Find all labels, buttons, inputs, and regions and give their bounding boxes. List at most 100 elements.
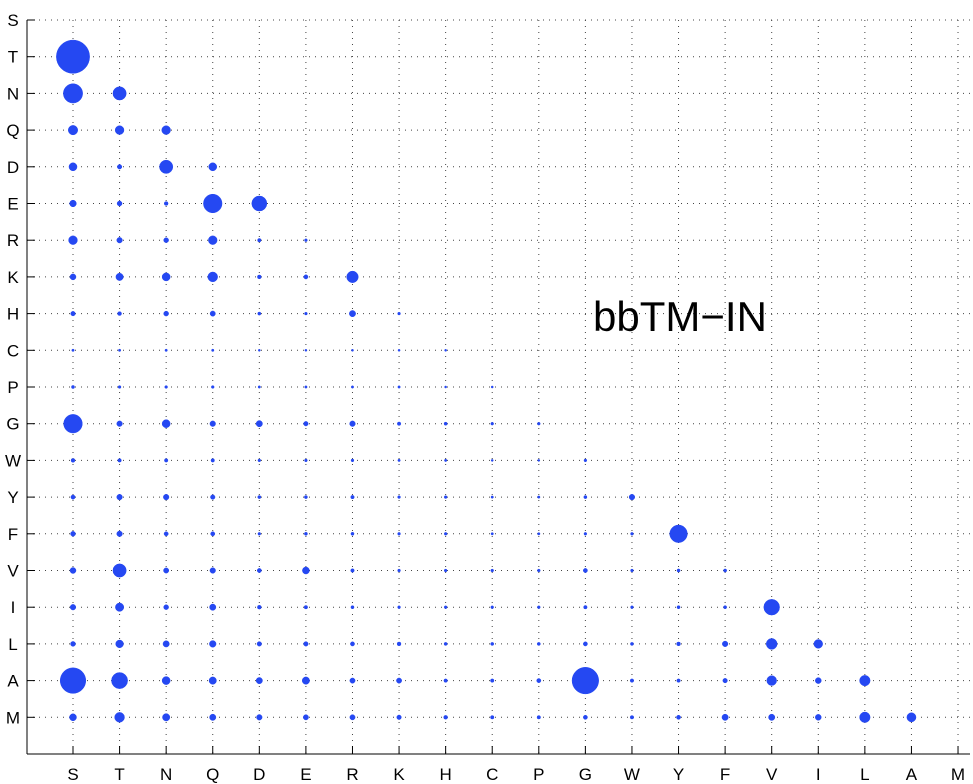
bubble-p-y [537, 495, 541, 499]
bubble-v-a [766, 675, 777, 686]
bubble-n-f [163, 531, 169, 537]
bubble-t-m [114, 712, 125, 723]
bubble-h-a [443, 678, 448, 683]
bubble-n-v [163, 567, 170, 574]
x-tick-label-f: F [720, 765, 730, 784]
bubble-t-p [117, 385, 122, 389]
bubble-g-y [583, 495, 588, 499]
x-tick-label-a: A [906, 765, 918, 784]
bubble-n-k [161, 272, 171, 282]
bubble-n-y [163, 494, 170, 501]
bubble-y-a [676, 678, 681, 683]
y-tick-label-e: E [7, 195, 18, 214]
bubble-d-m [256, 714, 263, 721]
bubble-n-g [161, 419, 171, 428]
y-tick-label-v: V [7, 562, 19, 581]
bubble-e-a [301, 676, 310, 685]
bubble-n-a [161, 676, 171, 685]
bubble-d-w [257, 458, 261, 463]
bubble-n-q [161, 125, 171, 135]
bubble-n-e [163, 201, 169, 206]
bubble-s-m [69, 713, 77, 722]
bubble-d-c [258, 349, 261, 352]
bubble-q-r [208, 235, 218, 245]
bubble-k-a [396, 677, 402, 684]
x-tick-label-y: Y [673, 765, 684, 784]
bubble-n-m [162, 713, 171, 722]
bubble-k-w [397, 458, 401, 462]
bubble-s-g [63, 414, 83, 434]
bubble-s-i [69, 604, 77, 611]
bubble-p-i [537, 605, 541, 609]
bubble-k-p [397, 385, 401, 389]
y-tick-label-y: Y [7, 488, 18, 507]
bubble-l-m [859, 711, 871, 723]
bubble-r-h [349, 310, 356, 318]
bubble-t-q [114, 125, 125, 135]
bubble-e-h [304, 311, 308, 316]
bubble-n-r [163, 237, 169, 243]
x-tick-label-s: S [67, 765, 78, 784]
bubble-n-w [164, 458, 169, 463]
bubble-r-c [351, 349, 354, 352]
bubble-d-i [257, 605, 262, 610]
bubble-k-g [397, 421, 402, 426]
bubble-f-l [722, 640, 729, 647]
bubble-c-m [490, 715, 495, 720]
bubble-y-m [676, 714, 681, 720]
bubble-s-f [70, 531, 76, 537]
bubble-v-i [763, 599, 780, 616]
bubble-k-i [397, 605, 401, 609]
bubble-g-v [583, 568, 588, 573]
bubbles [56, 39, 917, 723]
bubble-t-y [116, 494, 123, 501]
y-tick-label-f: F [8, 525, 18, 544]
bubble-s-p [71, 385, 75, 389]
bubble-s-e [69, 199, 77, 208]
x-tick-label-d: D [253, 765, 265, 784]
bubble-k-m [396, 714, 402, 720]
bubble-c-l [490, 642, 495, 646]
bubble-w-v [630, 568, 634, 573]
bubble-h-i [443, 605, 448, 609]
bubble-h-w [444, 458, 448, 462]
bubble-e-y [304, 495, 308, 499]
bubble-i-a [815, 677, 822, 684]
bubble-c-i [490, 605, 494, 609]
bubble-c-w [490, 459, 494, 462]
bubble-q-d [208, 162, 218, 172]
bubble-n-h [163, 310, 169, 317]
bubble-t-n [112, 86, 127, 101]
bubble-t-l [115, 639, 124, 649]
bubble-d-y [257, 495, 262, 499]
bubble-k-f [397, 532, 401, 536]
bubble-s-l [70, 641, 76, 647]
bubble-w-f [630, 532, 634, 536]
bubble-g-w [583, 458, 588, 463]
bubble-t-f [116, 530, 123, 537]
bubble-w-m [629, 715, 634, 720]
x-tick-label-q: Q [206, 765, 219, 784]
bubble-s-k [69, 273, 77, 281]
bubble-t-c [118, 348, 122, 352]
bubble-q-l [209, 640, 217, 648]
bubble-w-l [630, 642, 634, 646]
bubble-t-d [117, 164, 123, 170]
bubble-h-v [443, 568, 448, 573]
bubble-r-k [346, 270, 359, 283]
bubble-g-i [583, 605, 588, 610]
x-tick-label-t: T [114, 765, 124, 784]
y-tick-label-m: M [6, 708, 20, 727]
bubble-t-w [117, 458, 122, 463]
bubble-d-a [255, 677, 263, 684]
bubble-p-f [537, 532, 541, 536]
bubble-q-g [209, 420, 216, 427]
bubble-e-l [303, 641, 309, 647]
bubble-d-h [257, 311, 262, 316]
bubble-r-l [350, 641, 355, 647]
bubble-r-y [350, 495, 355, 500]
bubble-w-a [629, 678, 634, 683]
bubble-e-r [304, 238, 308, 242]
